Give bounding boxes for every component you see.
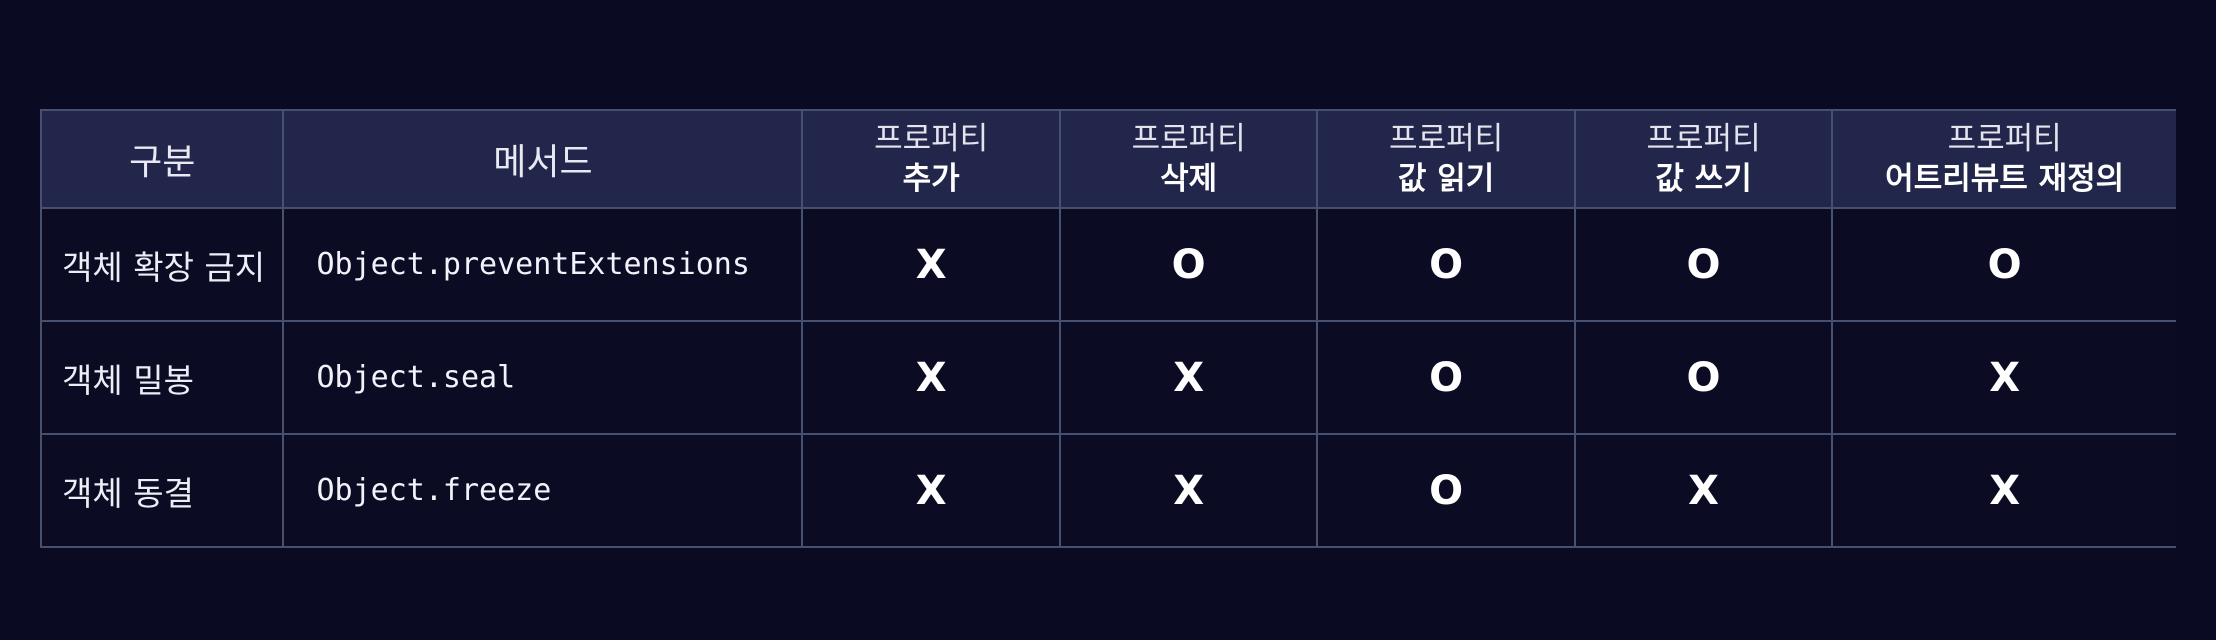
header-write: 프로퍼티 값 쓰기	[1573, 109, 1834, 209]
table-header-row: 구분 메서드 프로퍼티 추가 프로퍼티 삭제 프로퍼티 값 읽기 프로퍼티 값 …	[39, 109, 2176, 209]
row-category: 객체 확장 금지	[39, 207, 285, 322]
header-write-top: 프로퍼티	[1646, 121, 1761, 157]
mark-cell: X	[1573, 433, 1834, 548]
mark-cell: X	[1831, 320, 2176, 435]
header-delete-bottom: 삭제	[1160, 161, 1218, 197]
header-delete: 프로퍼티 삭제	[1058, 109, 1319, 209]
mark-cell: O	[1058, 207, 1319, 322]
header-redefine-bottom: 어트리뷰트 재정의	[1885, 161, 2125, 197]
row-category: 객체 밀봉	[39, 320, 285, 435]
header-method-label: 메서드	[493, 142, 593, 183]
header-redefine: 프로퍼티 어트리뷰트 재정의	[1831, 109, 2176, 209]
row-method: Object.preventExtensions	[282, 207, 804, 322]
mark-cell: O	[1831, 207, 2176, 322]
header-delete-top: 프로퍼티	[1131, 121, 1246, 157]
mark-cell: O	[1573, 320, 1834, 435]
table-row: 객체 동결 Object.freeze X X O X X	[39, 433, 2176, 548]
mark-cell: X	[1831, 433, 2176, 548]
mark-cell: X	[801, 320, 1061, 435]
header-read-bottom: 값 읽기	[1397, 161, 1495, 197]
mark-cell: O	[1316, 207, 1576, 322]
mark-cell: O	[1316, 433, 1576, 548]
mark-cell: O	[1573, 207, 1834, 322]
header-add: 프로퍼티 추가	[801, 109, 1061, 209]
header-read-top: 프로퍼티	[1389, 121, 1504, 157]
header-read: 프로퍼티 값 읽기	[1316, 109, 1576, 209]
table-row: 객체 확장 금지 Object.preventExtensions X O O …	[39, 207, 2176, 322]
comparison-table-container: 구분 메서드 프로퍼티 추가 프로퍼티 삭제 프로퍼티 값 읽기 프로퍼티 값 …	[39, 109, 2176, 548]
mark-cell: X	[1058, 433, 1319, 548]
header-method: 메서드	[282, 109, 804, 209]
object-immutability-table: 구분 메서드 프로퍼티 추가 프로퍼티 삭제 프로퍼티 값 읽기 프로퍼티 값 …	[39, 109, 2176, 548]
header-write-bottom: 값 쓰기	[1655, 161, 1752, 197]
mark-cell: X	[801, 433, 1061, 548]
header-add-top: 프로퍼티	[874, 121, 989, 157]
header-redefine-top: 프로퍼티	[1947, 121, 2062, 157]
row-method: Object.freeze	[282, 433, 804, 548]
table-row: 객체 밀봉 Object.seal X X O O X	[39, 320, 2176, 435]
mark-cell: X	[1058, 320, 1319, 435]
header-add-bottom: 추가	[902, 161, 960, 197]
header-category-label: 구분	[129, 142, 196, 183]
header-category: 구분	[39, 109, 285, 209]
mark-cell: O	[1316, 320, 1576, 435]
row-category: 객체 동결	[39, 433, 285, 548]
row-method: Object.seal	[282, 320, 804, 435]
mark-cell: X	[801, 207, 1061, 322]
